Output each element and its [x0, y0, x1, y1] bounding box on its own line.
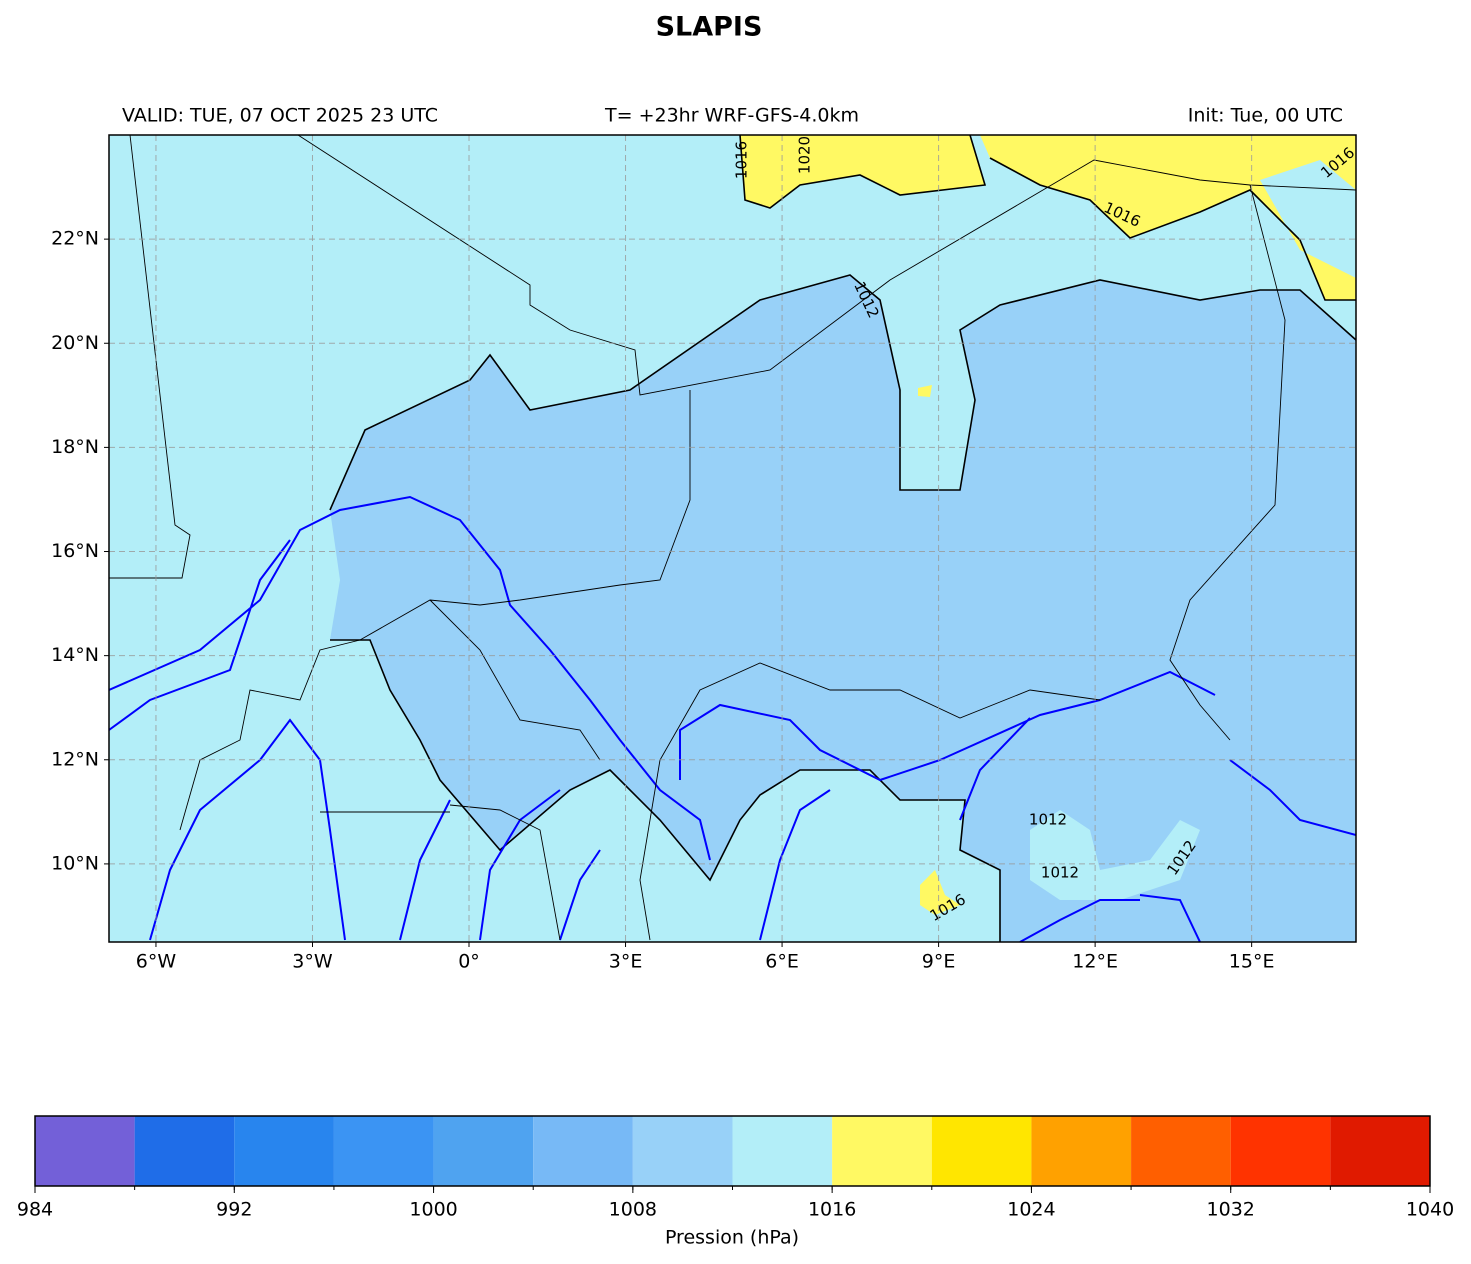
valid-time: VALID: TUE, 07 OCT 2025 23 UTC [122, 105, 438, 127]
colorbar-tick-label: 1032 [1207, 1199, 1255, 1221]
colorbar-segment [1330, 1116, 1430, 1186]
contour-label: 1020 [796, 136, 814, 174]
contour-label: 1012 [1029, 811, 1067, 829]
colorbar-segment [632, 1116, 733, 1186]
colorbar-tick-label: 1000 [409, 1199, 457, 1221]
colorbar-segment [134, 1116, 235, 1186]
colorbar-tick-label: 1016 [808, 1199, 856, 1221]
lat-tick-label: 18°N [51, 436, 99, 458]
lon-tick-label: 3°W [292, 951, 333, 973]
colorbar-segment [1230, 1116, 1331, 1186]
contour [329, 135, 1356, 942]
lat-tick-label: 20°N [51, 332, 99, 354]
colorbar-tick-label: 1024 [1007, 1199, 1055, 1221]
lon-tick-label: 0° [458, 951, 480, 973]
lat-tick-label: 22°N [51, 228, 99, 250]
lat-tick-label: 14°N [51, 644, 99, 666]
isobar [109, 495, 1356, 942]
lat-tick-label: 12°N [51, 748, 99, 770]
colorbar-frame [34, 1115, 1431, 1187]
lon-tick-label: 12°E [1072, 951, 1118, 973]
colorbar-segment [1031, 1116, 1132, 1186]
colorbar-tick-label: 1008 [609, 1199, 657, 1221]
colorbar-segment [533, 1116, 633, 1186]
pressure-region [920, 870, 960, 915]
map-frame [108, 134, 1357, 943]
colorbar-segment [1131, 1116, 1231, 1186]
colorbar-segment [234, 1116, 334, 1186]
colorbar-segment [333, 1116, 434, 1186]
contour-label: 1012 [1041, 864, 1079, 882]
pressure-region [918, 385, 932, 397]
lon-tick-label: 6°W [136, 951, 177, 973]
lon-tick-label: 6°E [765, 951, 799, 973]
run-info: T= +23hr WRF-GFS-4.0km [604, 105, 859, 127]
colorbar-segment [931, 1116, 1032, 1186]
colorbar-segment [433, 1116, 534, 1186]
border [109, 135, 1356, 941]
init-time: Init: Tue, 00 UTC [1188, 105, 1343, 127]
pressure-region [740, 135, 985, 208]
colorbar-tick-label: 984 [17, 1199, 53, 1221]
title: SLAPIS [656, 12, 763, 43]
colorbar-segment [832, 1116, 932, 1186]
colorbar-label: Pression (hPa) [665, 1227, 799, 1249]
colorbar-segment [35, 1116, 135, 1186]
contour-label: 1016 [733, 141, 751, 179]
lon-tick-label: 15°E [1229, 951, 1275, 973]
pressure-region [330, 275, 1356, 942]
lat-tick-label: 10°N [51, 852, 99, 874]
colorbar-segment [732, 1116, 833, 1186]
pressure-region [1030, 810, 1200, 900]
pressure-region [980, 135, 1356, 300]
lon-tick-label: 3°E [609, 951, 643, 973]
colorbar-tick-label: 1040 [1406, 1199, 1454, 1221]
colorbar-tick-label: 992 [216, 1199, 252, 1221]
lat-tick-label: 16°N [51, 540, 99, 562]
lon-tick-label: 9°E [922, 951, 956, 973]
